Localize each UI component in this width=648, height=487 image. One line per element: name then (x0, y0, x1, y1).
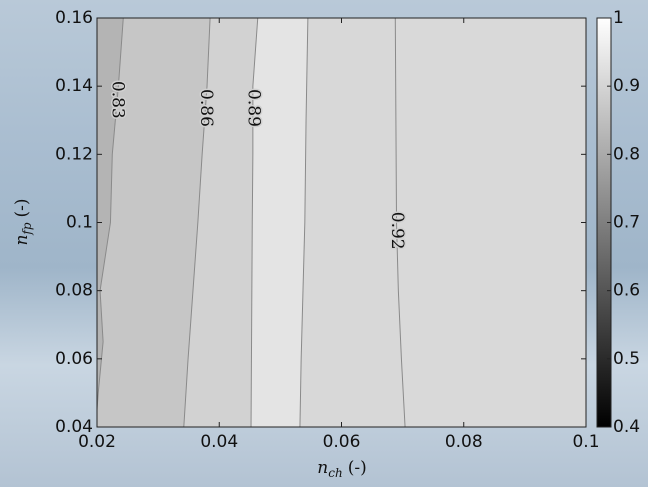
x-tick-label: 0.1 (572, 432, 599, 452)
colorbar-tick-label: 0.9 (613, 76, 640, 96)
contour-band (251, 18, 308, 427)
y-tick-label: 0.12 (55, 144, 93, 164)
colorbar-tick-label: 0.5 (613, 349, 640, 369)
x-axis-label: nch (-) (317, 458, 366, 480)
plot-area: 0.83 0.86 0.89 0.92 (97, 18, 586, 427)
y-tick-label: 0.04 (55, 417, 93, 437)
x-label-symbol: n (317, 458, 328, 478)
contour-label: 0.89 (243, 89, 263, 127)
y-axis-label: nfp (-) (12, 198, 34, 245)
x-tick-label: 0.08 (445, 432, 483, 452)
y-tick-label: 0.16 (55, 8, 93, 28)
x-tick-label: 0.06 (323, 432, 361, 452)
colorbar-tick-label: 0.7 (613, 213, 640, 233)
chart: 0.830.860.890.92 nch(-) nfp(-) 0.020.040… (0, 0, 648, 487)
y-tick-label: 0.06 (55, 349, 93, 369)
y-tick-label: 0.1 (66, 213, 93, 233)
y-label-symbol: n (12, 235, 32, 246)
contour-label: 0.83 (108, 81, 128, 119)
colorbar-tick-label: 0.6 (613, 281, 640, 301)
contour-band (395, 18, 586, 427)
colorbar-tick-label: 0.8 (613, 144, 640, 164)
x-label-unit: (-) (348, 458, 367, 478)
colorbar-tick-label: 1 (613, 8, 624, 28)
y-label-unit: (-) (12, 198, 32, 217)
contour-label: 0.92 (387, 212, 407, 250)
y-label-subscript: fp (20, 222, 34, 235)
x-label-subscript: ch (328, 466, 342, 480)
colorbar-tick-label: 0.4 (613, 417, 640, 437)
y-tick-label: 0.08 (55, 281, 93, 301)
x-tick-label: 0.04 (200, 432, 238, 452)
y-tick-label: 0.14 (55, 76, 93, 96)
contour-label: 0.86 (196, 89, 216, 127)
